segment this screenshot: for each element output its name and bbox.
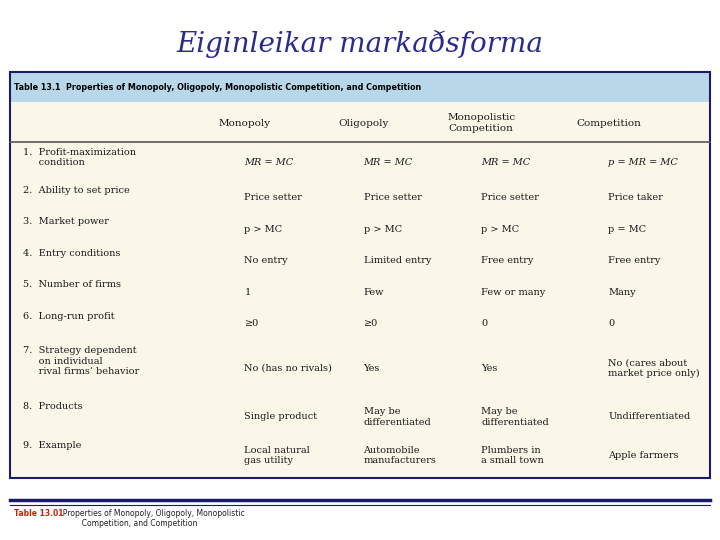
Text: Properties of Monopoly, Oligopoly, Monopolistic
          Competition, and Compe: Properties of Monopoly, Oligopoly, Monop… bbox=[58, 509, 245, 529]
Text: Free entry: Free entry bbox=[481, 256, 534, 265]
Text: No (has no rivals): No (has no rivals) bbox=[245, 364, 333, 373]
Text: 8.  Products: 8. Products bbox=[22, 402, 82, 411]
Text: Few or many: Few or many bbox=[481, 288, 545, 296]
Text: 1: 1 bbox=[245, 288, 251, 296]
Text: 2.  Ability to set price: 2. Ability to set price bbox=[22, 186, 130, 194]
Text: Limited entry: Limited entry bbox=[364, 256, 431, 265]
Text: 6.  Long-run profit: 6. Long-run profit bbox=[22, 312, 114, 321]
Text: Table 13.01: Table 13.01 bbox=[14, 509, 63, 518]
Text: Monopolistic
Competition: Monopolistic Competition bbox=[447, 113, 516, 133]
Text: Automobile
manufacturers: Automobile manufacturers bbox=[364, 446, 436, 465]
Text: Eiginleikar markaðsforma: Eiginleikar markaðsforma bbox=[176, 30, 544, 58]
Text: Price setter: Price setter bbox=[364, 193, 421, 202]
Bar bbox=[10, 72, 710, 102]
Text: No (cares about
market price only): No (cares about market price only) bbox=[608, 359, 700, 379]
Text: Oligopoly: Oligopoly bbox=[338, 118, 389, 127]
Text: p = MC: p = MC bbox=[608, 225, 647, 233]
Text: Monopoly: Monopoly bbox=[218, 118, 271, 127]
Text: p > MC: p > MC bbox=[245, 225, 283, 233]
Text: Free entry: Free entry bbox=[608, 256, 661, 265]
Bar bbox=[10, 480, 710, 498]
Text: Few: Few bbox=[364, 288, 384, 296]
Text: Local natural
gas utility: Local natural gas utility bbox=[245, 446, 310, 465]
Text: May be
differentiated: May be differentiated bbox=[364, 407, 431, 427]
Text: 7.  Strategy dependent
     on individual
     rival firms’ behavior: 7. Strategy dependent on individual riva… bbox=[22, 347, 139, 376]
Text: May be
differentiated: May be differentiated bbox=[481, 407, 549, 427]
Text: 0: 0 bbox=[608, 319, 615, 328]
Text: Price setter: Price setter bbox=[245, 193, 302, 202]
Text: 4.  Entry conditions: 4. Entry conditions bbox=[22, 248, 120, 258]
Text: p > MC: p > MC bbox=[364, 225, 402, 233]
Text: 3.  Market power: 3. Market power bbox=[22, 217, 109, 226]
Text: Yes: Yes bbox=[364, 364, 380, 373]
Text: Price setter: Price setter bbox=[481, 193, 539, 202]
Text: p > MC: p > MC bbox=[481, 225, 519, 233]
Text: MR = MC: MR = MC bbox=[364, 158, 413, 167]
Text: 9.  Example: 9. Example bbox=[22, 441, 81, 450]
Bar bbox=[10, 102, 710, 478]
Text: Yes: Yes bbox=[481, 364, 498, 373]
Text: Plumbers in
a small town: Plumbers in a small town bbox=[481, 446, 544, 465]
Text: Undifferentiated: Undifferentiated bbox=[608, 413, 690, 421]
Text: Competition: Competition bbox=[576, 118, 641, 127]
Text: ≥0: ≥0 bbox=[364, 319, 378, 328]
Text: 5.  Number of firms: 5. Number of firms bbox=[22, 280, 121, 289]
Text: p = MR = MC: p = MR = MC bbox=[608, 158, 678, 167]
Text: Single product: Single product bbox=[245, 413, 318, 421]
Text: Apple farmers: Apple farmers bbox=[608, 451, 679, 460]
Text: ≥0: ≥0 bbox=[245, 319, 258, 328]
Text: Many: Many bbox=[608, 288, 636, 296]
Text: MR = MC: MR = MC bbox=[481, 158, 531, 167]
Text: 0: 0 bbox=[481, 319, 487, 328]
Text: 1.  Profit-maximization
     condition: 1. Profit-maximization condition bbox=[22, 147, 135, 167]
Text: Table 13.1  Properties of Monopoly, Oligopoly, Monopolistic Competition, and Com: Table 13.1 Properties of Monopoly, Oligo… bbox=[14, 83, 421, 91]
Bar bbox=[10, 72, 710, 478]
Text: Price taker: Price taker bbox=[608, 193, 663, 202]
Text: MR = MC: MR = MC bbox=[245, 158, 294, 167]
Text: No entry: No entry bbox=[245, 256, 288, 265]
